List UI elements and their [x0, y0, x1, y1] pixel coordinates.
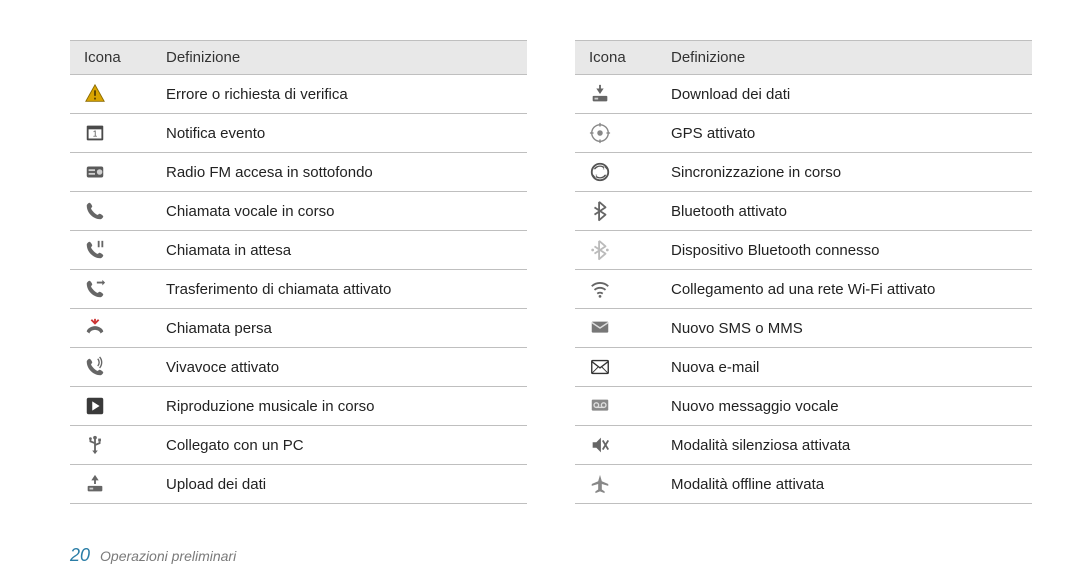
- table-row: Download dei dati: [575, 75, 1032, 114]
- definition-cell: Radio FM accesa in sottofondo: [152, 153, 527, 191]
- definition-cell: Collegato con un PC: [152, 426, 527, 464]
- definition-cell: Modalità offline attivata: [657, 465, 1032, 503]
- warning-icon: [70, 75, 152, 113]
- col-icon-header: Icona: [575, 41, 657, 74]
- table-row: Nuovo messaggio vocale: [575, 387, 1032, 426]
- left-table: Icona Definizione Errore o richiesta di …: [70, 40, 527, 504]
- definition-cell: Chiamata persa: [152, 309, 527, 347]
- col-def-header: Definizione: [657, 41, 1032, 74]
- speaker-icon: [70, 348, 152, 386]
- phone-hold-icon: [70, 231, 152, 269]
- table-row: Modalità silenziosa attivata: [575, 426, 1032, 465]
- table-row: Errore o richiesta di verifica: [70, 75, 527, 114]
- phone-missed-icon: [70, 309, 152, 347]
- definition-cell: Download dei dati: [657, 75, 1032, 113]
- bluetooth-icon: [575, 192, 657, 230]
- phone-icon: [70, 192, 152, 230]
- definition-cell: Nuovo SMS o MMS: [657, 309, 1032, 347]
- sync-icon: [575, 153, 657, 191]
- table-header: Icona Definizione: [575, 40, 1032, 75]
- table-row: Notifica evento: [70, 114, 527, 153]
- definition-cell: Sincronizzazione in corso: [657, 153, 1032, 191]
- table-row: Sincronizzazione in corso: [575, 153, 1032, 192]
- airplane-icon: [575, 465, 657, 503]
- definition-cell: Chiamata vocale in corso: [152, 192, 527, 230]
- table-row: Bluetooth attivato: [575, 192, 1032, 231]
- definition-cell: Dispositivo Bluetooth connesso: [657, 231, 1032, 269]
- table-row: Chiamata vocale in corso: [70, 192, 527, 231]
- definition-cell: Errore o richiesta di verifica: [152, 75, 527, 113]
- email-icon: [575, 348, 657, 386]
- table-row: Upload dei dati: [70, 465, 527, 504]
- table-row: Nuovo SMS o MMS: [575, 309, 1032, 348]
- upload-icon: [70, 465, 152, 503]
- page-footer: 20 Operazioni preliminari: [70, 545, 236, 566]
- definition-cell: Riproduzione musicale in corso: [152, 387, 527, 425]
- definition-cell: GPS attivato: [657, 114, 1032, 152]
- definition-cell: Vivavoce attivato: [152, 348, 527, 386]
- col-def-header: Definizione: [152, 41, 527, 74]
- table-row: Collegato con un PC: [70, 426, 527, 465]
- table-row: Vivavoce attivato: [70, 348, 527, 387]
- wifi-icon: [575, 270, 657, 308]
- table-row: Radio FM accesa in sottofondo: [70, 153, 527, 192]
- radio-icon: [70, 153, 152, 191]
- definition-cell: Nuovo messaggio vocale: [657, 387, 1032, 425]
- definition-cell: Upload dei dati: [152, 465, 527, 503]
- silent-icon: [575, 426, 657, 464]
- phone-forward-icon: [70, 270, 152, 308]
- table-row: Collegamento ad una rete Wi-Fi attivato: [575, 270, 1032, 309]
- tables-container: Icona Definizione Errore o richiesta di …: [70, 40, 1032, 504]
- sms-icon: [575, 309, 657, 347]
- definition-cell: Modalità silenziosa attivata: [657, 426, 1032, 464]
- voicemail-icon: [575, 387, 657, 425]
- usb-icon: [70, 426, 152, 464]
- section-title: Operazioni preliminari: [100, 548, 236, 564]
- definition-cell: Bluetooth attivato: [657, 192, 1032, 230]
- calendar-icon: [70, 114, 152, 152]
- gps-icon: [575, 114, 657, 152]
- table-row: GPS attivato: [575, 114, 1032, 153]
- table-row: Riproduzione musicale in corso: [70, 387, 527, 426]
- table-row: Modalità offline attivata: [575, 465, 1032, 504]
- right-table: Icona Definizione Download dei datiGPS a…: [575, 40, 1032, 504]
- table-row: Dispositivo Bluetooth connesso: [575, 231, 1032, 270]
- table-row: Nuova e-mail: [575, 348, 1032, 387]
- definition-cell: Collegamento ad una rete Wi-Fi attivato: [657, 270, 1032, 308]
- definition-cell: Notifica evento: [152, 114, 527, 152]
- table-row: Chiamata in attesa: [70, 231, 527, 270]
- definition-cell: Nuova e-mail: [657, 348, 1032, 386]
- col-icon-header: Icona: [70, 41, 152, 74]
- definition-cell: Chiamata in attesa: [152, 231, 527, 269]
- manual-page: Icona Definizione Errore o richiesta di …: [0, 0, 1080, 586]
- table-row: Trasferimento di chiamata attivato: [70, 270, 527, 309]
- definition-cell: Trasferimento di chiamata attivato: [152, 270, 527, 308]
- bluetooth-conn-icon: [575, 231, 657, 269]
- page-number: 20: [70, 545, 90, 566]
- play-icon: [70, 387, 152, 425]
- table-row: Chiamata persa: [70, 309, 527, 348]
- table-header: Icona Definizione: [70, 40, 527, 75]
- download-icon: [575, 75, 657, 113]
